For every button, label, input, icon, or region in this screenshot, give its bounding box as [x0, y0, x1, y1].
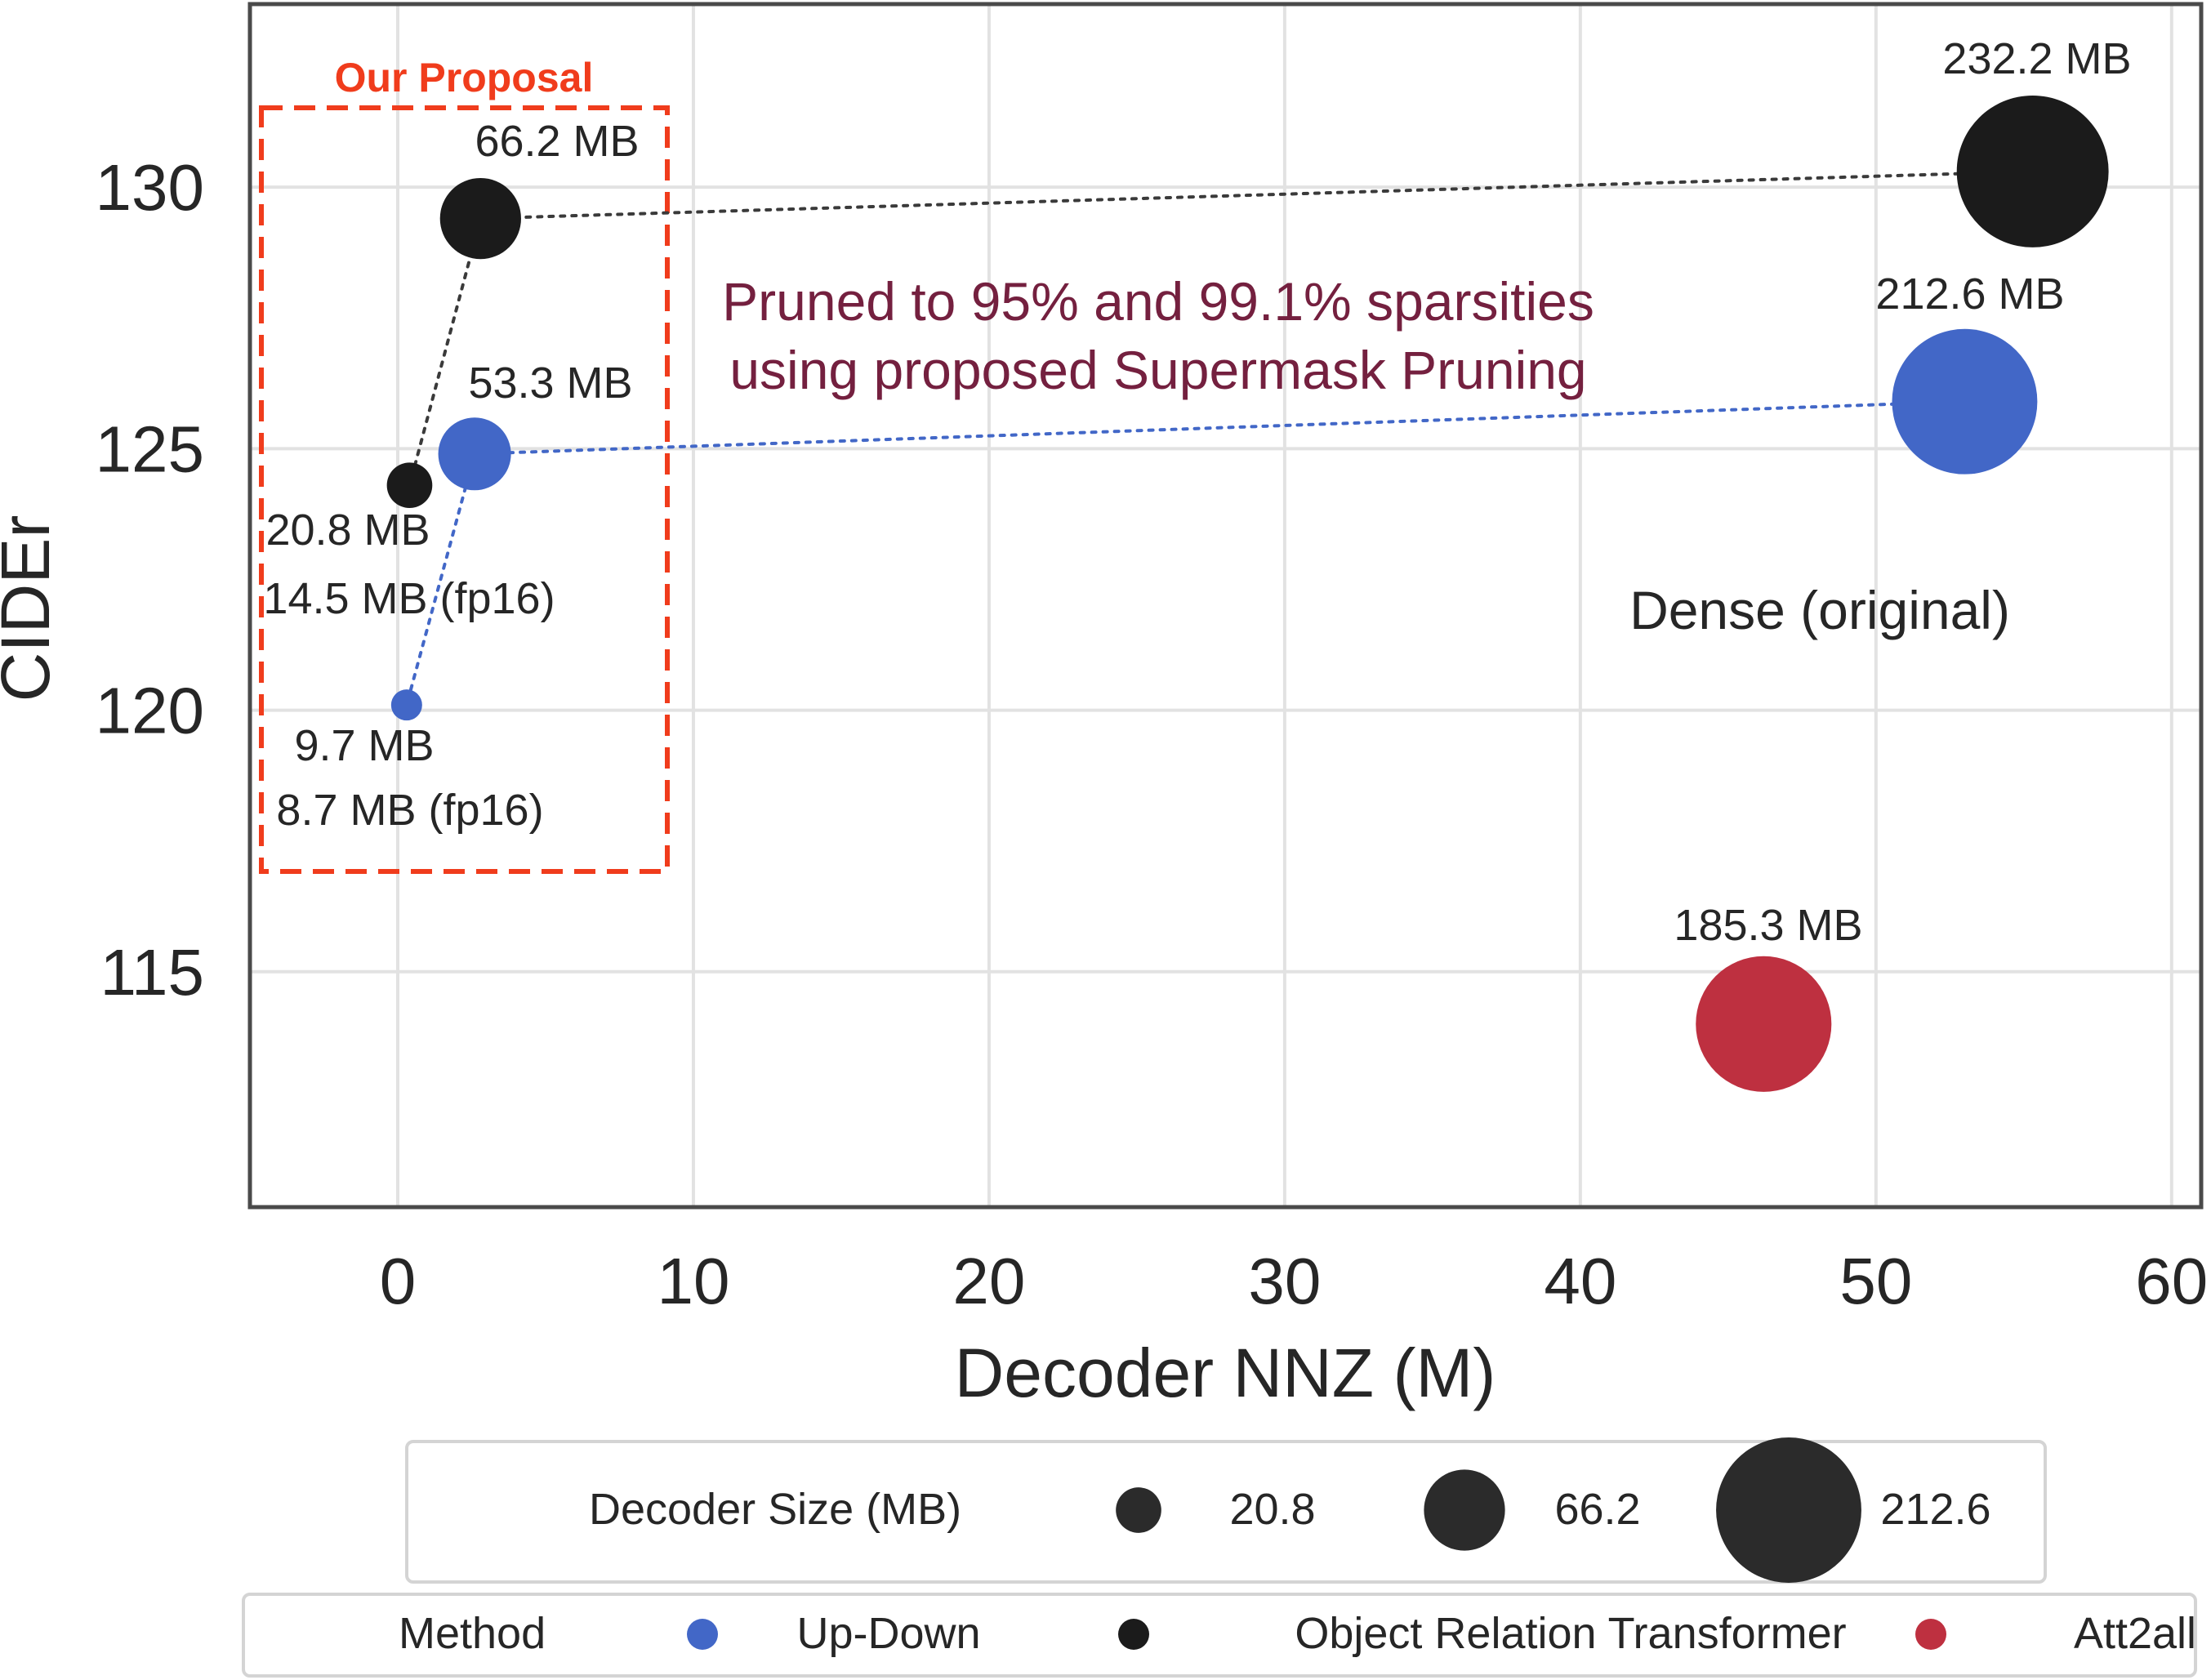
data-point — [390, 689, 422, 721]
point-label: 53.3 MB — [468, 359, 632, 408]
connector-line — [479, 169, 2035, 221]
x-tick-label: 40 — [1544, 1245, 1616, 1317]
size-legend-title: Decoder Size (MB) — [589, 1485, 961, 1534]
grid — [250, 4, 2201, 1207]
method-legend-label: Att2all — [2074, 1609, 2196, 1658]
data-point — [386, 462, 433, 509]
dense-annotation: Dense (original) — [1629, 580, 2010, 640]
method-legend-marker — [1118, 1619, 1149, 1650]
size-legend-marker — [1716, 1437, 1861, 1583]
data-point — [1696, 956, 1832, 1092]
x-tick-label: 30 — [1248, 1245, 1321, 1317]
pruned-annotation-line1: Pruned to 95% and 99.1% sparsities — [722, 271, 1594, 332]
size-legend-label: 66.2 — [1554, 1485, 1640, 1534]
data-points — [386, 95, 2109, 1092]
point-label: 66.2 MB — [475, 117, 639, 166]
x-tick-label: 60 — [2135, 1245, 2208, 1317]
y-tick-label: 120 — [96, 675, 204, 747]
x-tick-label: 20 — [952, 1245, 1025, 1317]
method-legend-box — [242, 1593, 2197, 1678]
method-legend-label: Object Relation Transformer — [1295, 1609, 1846, 1658]
x-tick-label: 10 — [657, 1245, 729, 1317]
point-label: 212.6 MB — [1875, 270, 2064, 319]
x-tick-label: 0 — [380, 1245, 417, 1317]
proposal-title: Our Proposal — [335, 55, 594, 100]
point-label: 8.7 MB (fp16) — [276, 786, 543, 835]
method-legend-title: Method — [399, 1609, 546, 1658]
connector-line — [408, 216, 483, 488]
connector-lines — [404, 169, 2035, 707]
size-legend-box — [405, 1440, 2047, 1584]
size-legend-marker — [1116, 1487, 1161, 1533]
pruned-annotation-line2: using proposed Supermask Pruning — [729, 340, 1586, 400]
axis-ticks: 0 10 20 30 40 50 60 115 120 125 130 — [96, 151, 2209, 1317]
x-axis-label: Decoder NNZ (M) — [955, 1335, 1496, 1411]
y-tick-label: 115 — [100, 936, 204, 1009]
point-label: 232.2 MB — [1942, 34, 2131, 83]
x-tick-label: 50 — [1839, 1245, 1912, 1317]
point-label: 14.5 MB (fp16) — [263, 574, 555, 623]
data-point — [1956, 95, 2109, 247]
connector-line — [404, 452, 477, 707]
data-point — [439, 177, 521, 260]
proposal-box — [259, 105, 670, 874]
size-legend-entries: 20.8 66.2 212.6 — [1116, 1437, 1991, 1583]
method-legend-marker — [687, 1619, 718, 1650]
y-tick-label: 130 — [96, 151, 204, 224]
size-legend-label: 212.6 — [1880, 1485, 1990, 1534]
point-label: 185.3 MB — [1674, 901, 1862, 950]
point-label: 9.7 MB — [294, 721, 434, 770]
point-label: 20.8 MB — [265, 506, 430, 555]
method-legend-label: Up-Down — [796, 1609, 980, 1658]
size-legend-label: 20.8 — [1229, 1485, 1315, 1534]
size-legend-marker — [1424, 1469, 1505, 1551]
y-tick-label: 125 — [96, 412, 204, 485]
data-point — [438, 417, 511, 491]
method-legend-entries: Up-Down Object Relation Transformer Att2al… — [687, 1609, 2196, 1658]
point-labels: 9.7 MB 8.7 MB (fp16) 53.3 MB 212.6 MB 20.8 M… — [263, 34, 2131, 950]
y-axis-label: CIDEr — [0, 515, 64, 702]
method-legend-marker — [1915, 1619, 1946, 1650]
connector-line — [473, 399, 1967, 456]
data-point — [1892, 328, 2038, 475]
plot-frame — [247, 2, 2204, 1210]
